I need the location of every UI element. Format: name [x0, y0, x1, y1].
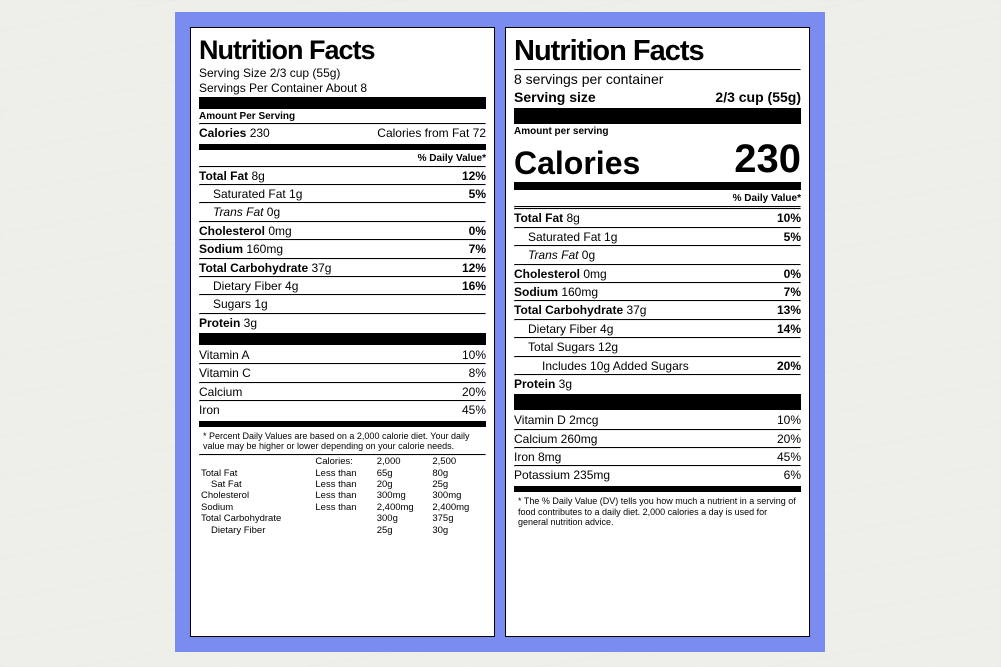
nutrient-row: Total Sugars 12g: [514, 339, 801, 355]
new-nutrition-label: Nutrition Facts 8 servings per container…: [505, 27, 810, 637]
new-footnote: * The % Daily Value (DV) tells you how m…: [514, 494, 801, 530]
new-vitamin-rows: Vitamin D 2mcg10% Calcium 260mg20% Iron 8m…: [514, 412, 801, 484]
old-amount-per: Amount Per Serving: [199, 111, 486, 123]
nutrient-row: Sugars 1g: [199, 296, 486, 312]
old-serving-size: Serving Size 2/3 cup (55g): [199, 66, 486, 80]
nutrient-row: Trans Fat 0g: [514, 247, 801, 263]
nutrient-row: Sodium 160mg 7%: [514, 284, 801, 300]
vitamin-row: Calcium 260mg20%: [514, 431, 801, 447]
old-vitamin-rows: Vitamin A10% Vitamin C8% Calcium20% Iron45%: [199, 347, 486, 419]
vitamin-row: Vitamin D 2mcg10%: [514, 412, 801, 428]
old-title: Nutrition Facts: [199, 34, 486, 66]
nutrient-row: Includes 10g Added Sugars 20%: [514, 358, 801, 374]
vitamin-row: Calcium20%: [199, 384, 486, 400]
old-dv-header: % Daily Value*: [418, 153, 486, 165]
nutrient-row: Total Fat 8g 12%: [199, 168, 486, 184]
vitamin-row: Potassium 235mg6%: [514, 467, 801, 483]
nutrient-row: Dietary Fiber 4g 16%: [199, 278, 486, 294]
old-reference-table: Calories:2,0002,500Total FatLess than65g…: [199, 456, 486, 536]
new-calories-row: Calories 230: [514, 138, 801, 180]
nutrient-row: Total Fat 8g 10%: [514, 210, 801, 226]
new-dv-header: % Daily Value*: [733, 193, 801, 205]
vitamin-row: Vitamin C8%: [199, 365, 486, 381]
nutrient-row: Saturated Fat 1g 5%: [199, 186, 486, 202]
new-servings-per: 8 servings per container: [514, 71, 801, 88]
vitamin-row: Iron45%: [199, 402, 486, 418]
nutrient-row: Cholesterol 0mg 0%: [199, 223, 486, 239]
nutrient-row: Protein 3g: [199, 315, 486, 331]
old-nutrient-rows: Total Fat 8g 12% Saturated Fat 1g 5% Tra…: [199, 166, 486, 332]
new-nutrient-rows: Total Fat 8g 10% Saturated Fat 1g 5% Tra…: [514, 208, 801, 392]
nutrient-row: Dietary Fiber 4g 14%: [514, 321, 801, 337]
nutrient-row: Total Carbohydrate 37g 13%: [514, 302, 801, 318]
old-nutrition-label: Nutrition Facts Serving Size 2/3 cup (55…: [190, 27, 495, 637]
nutrient-row: Sodium 160mg 7%: [199, 241, 486, 257]
old-servings-per: Servings Per Container About 8: [199, 81, 486, 95]
vitamin-row: Iron 8mg45%: [514, 449, 801, 465]
nutrient-row: Saturated Fat 1g 5%: [514, 229, 801, 245]
nutrient-row: Trans Fat 0g: [199, 204, 486, 220]
old-calories-row: Calories 230 Calories from Fat 72: [199, 125, 486, 141]
vitamin-row: Vitamin A10%: [199, 347, 486, 363]
nutrient-row: Cholesterol 0mg 0%: [514, 266, 801, 282]
nutrient-row: Total Carbohydrate 37g 12%: [199, 260, 486, 276]
new-title: Nutrition Facts: [514, 34, 801, 69]
nutrient-row: Protein 3g: [514, 376, 801, 392]
new-serving-size-row: Serving size 2/3 cup (55g): [514, 88, 801, 107]
comparison-frame: Nutrition Facts Serving Size 2/3 cup (55…: [175, 12, 825, 652]
old-footnote: * Percent Daily Values are based on a 2,…: [199, 429, 486, 455]
